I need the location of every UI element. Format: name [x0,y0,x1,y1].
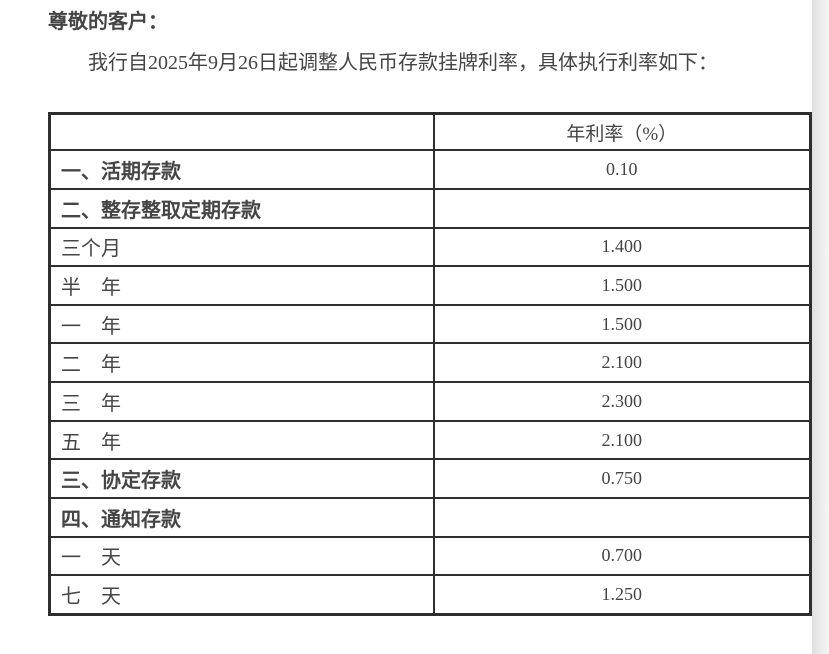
table-row: 三 年 2.300 [48,381,812,422]
annual-rate-column-header: 年利率（%） [432,112,812,152]
rate-value [432,496,812,538]
table-header-row: 年利率（%） [48,112,812,152]
deposit-type-label: 二 年 [48,342,435,384]
deposit-type-label: 五 年 [48,419,435,461]
table-row: 一、活期存款 0.10 [48,149,812,190]
table-row: 一 年 1.500 [48,303,812,345]
rates-table-body: 年利率（%） 一、活期存款 0.10 二、整存整取定期存款 三个月 1.400 半 年 1.… [48,112,812,616]
rate-value: 0.750 [432,458,812,499]
deposit-type-label: 一、活期存款 [48,149,435,190]
rate-value: 1.400 [432,226,812,268]
rate-value: 2.100 [432,419,812,461]
rate-value: 2.300 [432,381,812,422]
deposit-type-label: 四、通知存款 [48,496,435,538]
deposit-type-label: 三个月 [48,226,435,268]
rate-value [432,187,812,229]
deposit-type-label: 半 年 [48,265,435,306]
rate-value: 0.10 [432,149,812,190]
page-edge-shadow [812,0,829,654]
rate-value: 1.500 [432,303,812,345]
intro-paragraph: 我行自2025年9月26日起调整人民币存款挂牌利率，具体执行利率如下： [88,52,718,74]
rate-value: 2.100 [432,342,812,384]
rate-value: 1.250 [432,574,812,616]
rate-value: 1.500 [432,265,812,306]
deposit-type-label: 三、协定存款 [48,458,435,499]
table-row: 二 年 2.100 [48,342,812,384]
deposit-rates-table: 年利率（%） 一、活期存款 0.10 二、整存整取定期存款 三个月 1.400 半 年 1.… [48,112,812,616]
table-row: 三、协定存款 0.750 [48,458,812,499]
table-row: 一 天 0.700 [48,535,812,577]
table-row: 半 年 1.500 [48,265,812,306]
table-row: 五 年 2.100 [48,419,812,461]
deposit-type-label: 三 年 [48,381,435,422]
deposit-type-label: 一 天 [48,535,435,577]
header-empty-cell [48,112,435,152]
table-row: 三个月 1.400 [48,226,812,268]
table-row: 七 天 1.250 [48,574,812,616]
deposit-type-label: 七 天 [48,574,435,616]
rate-value: 0.700 [432,535,812,577]
deposit-type-label: 二、整存整取定期存款 [48,187,435,229]
table-row: 四、通知存款 [48,496,812,538]
greeting-text: 尊敬的客户： [48,11,168,33]
deposit-type-label: 一 年 [48,303,435,345]
table-row: 二、整存整取定期存款 [48,187,812,229]
